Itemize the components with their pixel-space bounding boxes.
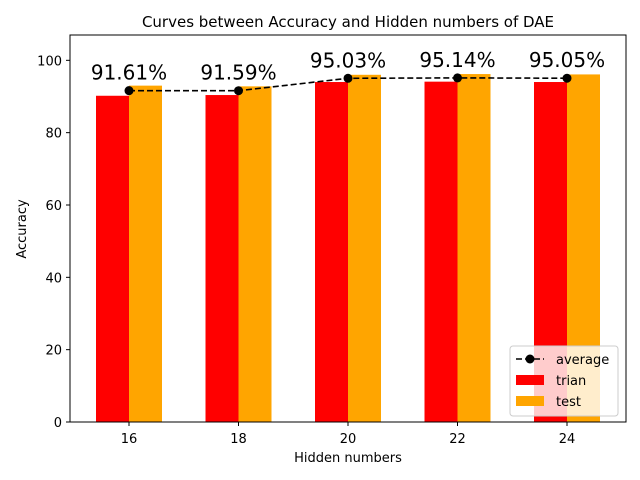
legend-swatch-trian <box>516 375 544 385</box>
y-tick-label-60: 60 <box>45 199 62 214</box>
bar-trian-20 <box>315 82 348 423</box>
y-tick-label-20: 20 <box>45 344 62 359</box>
data-label-22: 95.14% <box>419 48 495 72</box>
average-point-16 <box>124 86 134 96</box>
x-axis-title: Hidden numbers <box>294 451 402 466</box>
y-tick-label-80: 80 <box>45 127 62 142</box>
bars-group <box>96 74 600 423</box>
x-tick-label-18: 18 <box>230 432 247 447</box>
bar-test-22 <box>457 74 491 423</box>
data-label-20: 95.03% <box>310 48 386 72</box>
chart-title: Curves between Accuracy and Hidden numbe… <box>142 13 554 31</box>
x-tick-label-24: 24 <box>559 432 576 447</box>
bar-test-18 <box>238 86 272 422</box>
legend-label-test: test <box>556 395 581 410</box>
bar-trian-16 <box>96 95 129 422</box>
bar-trian-22 <box>424 81 458 422</box>
y-tick-label-40: 40 <box>45 271 62 286</box>
data-label-24: 95.05% <box>529 48 605 72</box>
bar-test-20 <box>348 74 381 423</box>
legend-label-average: average <box>556 353 609 368</box>
y-axis: 0 20 40 60 80 100 <box>37 54 70 431</box>
average-point-22 <box>453 73 462 83</box>
data-label-16: 91.61% <box>91 61 167 85</box>
legend-marker <box>525 354 535 364</box>
y-tick-label-0: 0 <box>54 416 62 431</box>
legend-label-trian: trian <box>556 374 586 389</box>
bar-test-16 <box>129 85 162 423</box>
legend: average trian test <box>509 345 619 417</box>
data-labels-group: 91.61% 91.59% 95.03% 95.14% 95.05% <box>91 48 605 85</box>
x-tick-label-20: 20 <box>340 432 357 447</box>
average-point-20 <box>343 73 353 83</box>
legend-swatch-test <box>516 396 544 406</box>
data-label-18: 91.59% <box>200 61 276 85</box>
y-tick-label-100: 100 <box>37 54 62 69</box>
average-point-24 <box>562 73 572 83</box>
x-tick-label-16: 16 <box>121 432 138 447</box>
average-line-group <box>124 73 572 96</box>
y-axis-title: Accuracy <box>15 199 30 259</box>
average-point-18 <box>234 86 243 96</box>
x-axis: 16 18 20 22 24 <box>121 422 576 447</box>
x-tick-label-22: 22 <box>449 432 466 447</box>
bar-trian-18 <box>205 95 239 423</box>
